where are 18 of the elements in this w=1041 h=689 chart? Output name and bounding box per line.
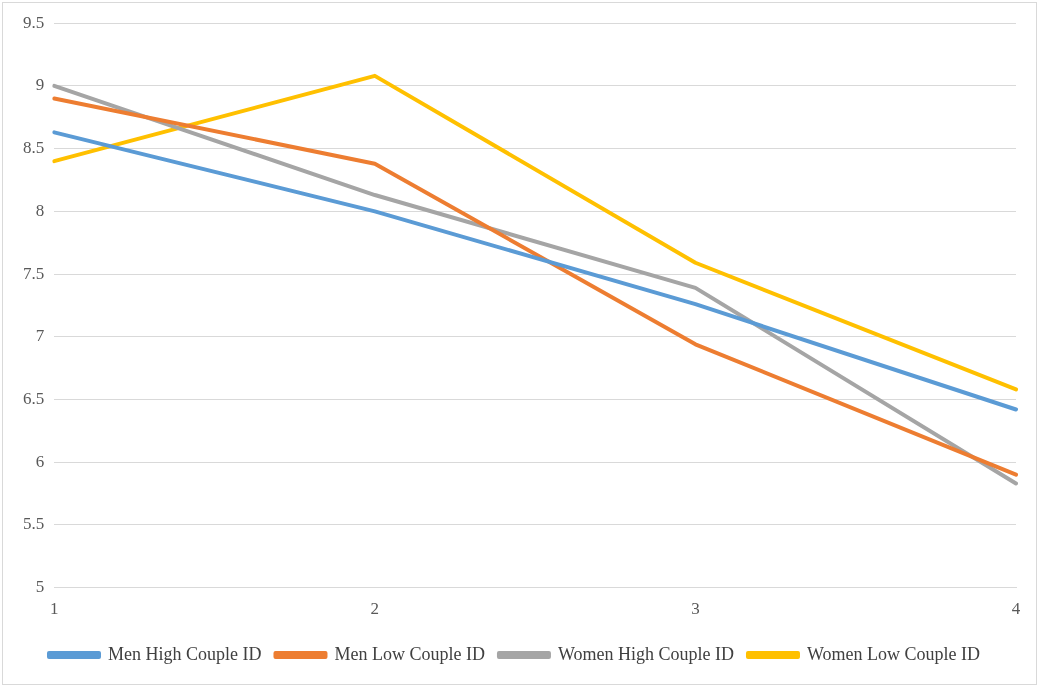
y-tick-label: 7.5 <box>23 263 45 283</box>
legend-label: Men High Couple ID <box>108 643 262 664</box>
y-tick-label: 9.5 <box>23 12 45 32</box>
y-tick-label: 8 <box>35 200 45 220</box>
y-tick-label: 6 <box>35 451 45 471</box>
y-tick-label: 6.5 <box>23 388 45 408</box>
y-tick-label: 5.5 <box>23 514 45 534</box>
x-tick-label: 2 <box>370 599 380 619</box>
x-tick-label: 4 <box>1011 599 1021 619</box>
x-tick-label: 3 <box>691 599 700 619</box>
y-tick-label: 9 <box>35 75 45 95</box>
legend-label: Women Low Couple ID <box>806 643 981 664</box>
y-tick-label: 7 <box>35 326 45 346</box>
legend-label: Men Low Couple ID <box>334 643 485 664</box>
legend-label: Women High Couple ID <box>557 643 734 664</box>
x-tick-label: 1 <box>50 599 59 619</box>
y-tick-label: 5 <box>35 577 45 597</box>
y-tick-label: 8.5 <box>23 138 45 158</box>
